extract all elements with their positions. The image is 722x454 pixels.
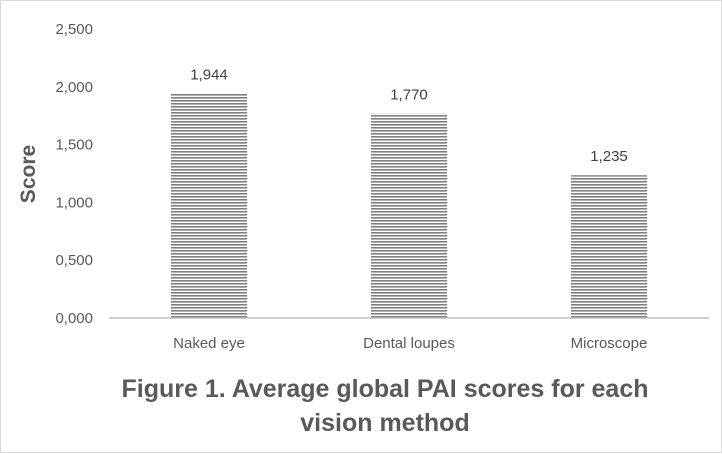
- y-tick-label: 2,500: [55, 21, 93, 38]
- x-axis-labels: Naked eye Dental loupes Microscope: [173, 335, 647, 352]
- y-tick-label: 2,000: [55, 79, 93, 96]
- bar: [571, 175, 647, 318]
- data-labels: 1,944 1,770 1,235: [190, 66, 628, 165]
- x-tick-label: Dental loupes: [363, 335, 455, 352]
- bar: [371, 113, 447, 318]
- y-tick-label: 0,500: [55, 252, 93, 269]
- data-label: 1,235: [590, 148, 628, 165]
- x-tick-label: Microscope: [571, 335, 648, 352]
- data-label: 1,770: [390, 86, 428, 103]
- bar: [171, 93, 247, 319]
- chart-title-line-2: vision method: [300, 409, 469, 437]
- chart-title-line-1: Figure 1. Average global PAI scores for …: [121, 375, 648, 403]
- y-axis-ticks: 0,000 0,500 1,000 1,500 2,000 2,500: [55, 21, 93, 327]
- x-tick-label: Naked eye: [173, 335, 245, 352]
- bars: [171, 93, 647, 319]
- y-tick-label: 1,500: [55, 137, 93, 154]
- y-tick-label: 1,000: [55, 194, 93, 211]
- y-tick-label: 0,000: [55, 310, 93, 327]
- y-axis-label: Score: [17, 145, 40, 203]
- data-label: 1,944: [190, 66, 228, 83]
